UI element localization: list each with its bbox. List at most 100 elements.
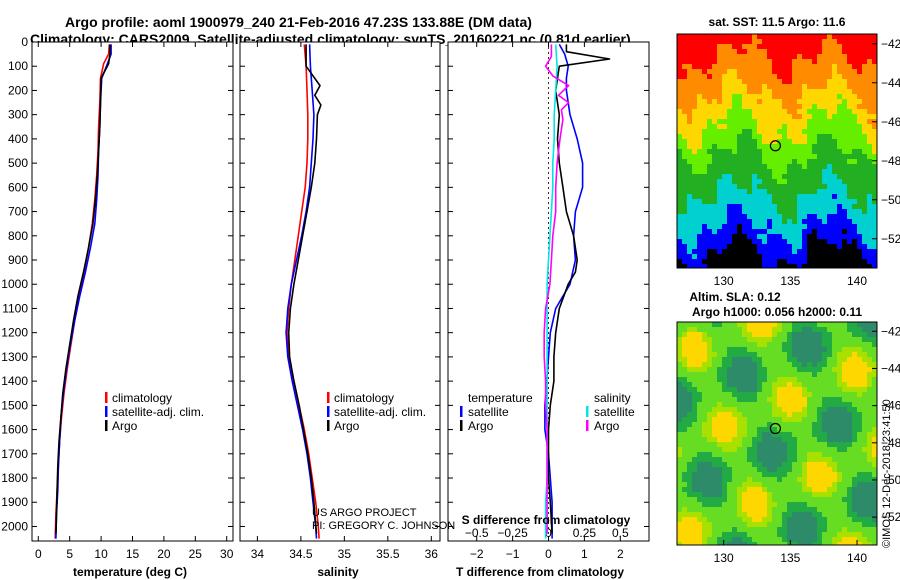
y-tick-label: 2000 — [1, 519, 28, 533]
y-tick-label: 100 — [8, 59, 28, 73]
x-tick-label: 2 — [617, 547, 624, 561]
series-line-satellite-adj-clim- — [285, 44, 318, 539]
x-tick-label: 140 — [847, 274, 867, 288]
x-tick-label: −1 — [506, 547, 520, 561]
y-tick-label: −42 — [881, 37, 900, 51]
x-tick-label: 5 — [66, 547, 73, 561]
legend-swatch-argo — [327, 420, 330, 431]
credit-pi: PI: GREGORY C. JOHNSON — [312, 520, 455, 532]
y-tick-label: 900 — [8, 253, 28, 267]
legend-satellite: satellite-adj. clim. — [334, 405, 426, 419]
x-tick-label: 10 — [94, 547, 108, 561]
float-location-marker — [769, 140, 782, 152]
legend-climatology: climatology — [112, 391, 172, 405]
legend-swatch-temp-argo — [460, 420, 463, 431]
y-tick-label: 800 — [8, 229, 28, 243]
y-tick-label: 500 — [8, 156, 28, 170]
y-tick-label: −46 — [881, 115, 900, 129]
legend-argo: Argo — [334, 419, 360, 433]
legend-swatch-satellite — [105, 406, 108, 417]
legend-swatch-climatology — [327, 392, 330, 403]
s-tick-label: −0.5 — [465, 526, 489, 540]
y-tick-label: 1600 — [1, 423, 28, 437]
series-line-argo — [287, 44, 322, 534]
map-field — [677, 34, 877, 268]
legend-swatch-sal-satellite — [586, 406, 589, 417]
difference-legend: temperature satellite Argo salinity sate… — [460, 391, 635, 433]
x-tick-label: 35 — [338, 547, 352, 561]
sla-map-title-line2: Argo h1000: 0.056 h2000: 0.11 — [692, 305, 862, 319]
s-tick-label: 0.25 — [573, 526, 597, 540]
x-tick-label: 15 — [126, 547, 140, 561]
map-frame — [676, 33, 878, 269]
x-tick-label: 35.5 — [376, 547, 400, 561]
panel-frame — [239, 41, 441, 542]
x-tick-label: 20 — [157, 547, 171, 561]
sla-map-title-line1: Altim. SLA: 0.12 — [689, 290, 781, 304]
y-tick-label: −52 — [881, 510, 900, 524]
y-tick-label: 1300 — [1, 350, 28, 364]
legend-swatch-temp-satellite — [460, 406, 463, 417]
y-tick-label: −50 — [881, 473, 900, 487]
panel-frame — [31, 41, 234, 542]
legend-swatch-sal-argo — [586, 420, 589, 431]
legend-salinity-title: salinity — [594, 391, 631, 405]
x-tick-label: 140 — [847, 551, 867, 565]
difference-panel: −2 −1 0 1 2−0.5 −0.25 0 0.25 0.5 — [447, 41, 650, 561]
y-tick-label: 600 — [8, 180, 28, 194]
difference-xlabel: T difference from climatology — [456, 565, 624, 579]
y-tick-label: 300 — [8, 108, 28, 122]
y-tick-label: 1400 — [1, 374, 28, 388]
legend-swatch-climatology — [105, 392, 108, 403]
salinity-xlabel: salinity — [317, 565, 359, 579]
x-tick-label: 130 — [714, 551, 734, 565]
y-tick-label: −46 — [881, 399, 900, 413]
temperature-panel: 0100200300400500600700800900100011001200… — [1, 35, 233, 561]
x-tick-label: 1 — [581, 547, 588, 561]
x-tick-label: 25 — [189, 547, 203, 561]
legend-temperature-title: temperature — [468, 391, 533, 405]
series-line-salinity-argo — [543, 44, 570, 534]
y-tick-label: 1000 — [1, 277, 28, 291]
x-tick-label: 135 — [780, 274, 800, 288]
y-tick-label: −48 — [881, 154, 900, 168]
x-tick-label: 34 — [251, 547, 265, 561]
y-tick-label: −52 — [881, 232, 900, 246]
x-tick-label: 130 — [714, 274, 734, 288]
y-tick-label: −44 — [881, 76, 900, 90]
s-difference-label: S difference from climatology — [462, 513, 631, 527]
y-tick-label: 1700 — [1, 447, 28, 461]
sla-map: 130 135 140 −42 −44 −46 −48 −50 −52 — [676, 321, 900, 565]
credit-project: US ARGO PROJECT — [312, 507, 417, 519]
legend-swatch-satellite — [327, 406, 330, 417]
y-tick-label: 1500 — [1, 398, 28, 412]
legend-swatch-argo — [105, 420, 108, 431]
sst-map-title: sat. SST: 11.5 Argo: 11.6 — [709, 15, 846, 29]
legend-climatology: climatology — [334, 391, 394, 405]
x-tick-label: 36 — [425, 547, 439, 561]
salinity-panel: 34 34.5 35 35.5 36 — [239, 41, 441, 561]
legend-temp-argo: Argo — [468, 419, 494, 433]
y-tick-label: 1800 — [1, 471, 28, 485]
legend-temp-satellite: satellite — [468, 405, 509, 419]
x-tick-label: 135 — [780, 551, 800, 565]
series-line-temperature-satellite — [544, 44, 584, 539]
legend-argo: Argo — [112, 419, 138, 433]
x-tick-label: 0 — [545, 547, 552, 561]
y-tick-label: −44 — [881, 361, 900, 375]
map-field — [677, 322, 877, 545]
imos-timestamp: ©IMOS 12-Dec-2018 23:41:50 — [881, 399, 893, 548]
sst-map: 130 135 140 −42 −44 −46 −48 −50 −52 — [676, 33, 900, 288]
salinity-legend: climatology satellite-adj. clim. Argo — [327, 391, 426, 433]
legend-sal-argo: Argo — [594, 419, 620, 433]
y-tick-label: 200 — [8, 83, 28, 97]
series-line-argo — [55, 44, 111, 534]
x-tick-label: 34.5 — [289, 547, 313, 561]
figure-title-line1: Argo profile: aoml 1900979_240 21-Feb-20… — [65, 14, 532, 30]
y-tick-label: −48 — [881, 436, 900, 450]
y-tick-label: 1900 — [1, 495, 28, 509]
y-tick-label: 700 — [8, 205, 28, 219]
y-tick-label: 400 — [8, 132, 28, 146]
map-frame — [676, 321, 878, 546]
